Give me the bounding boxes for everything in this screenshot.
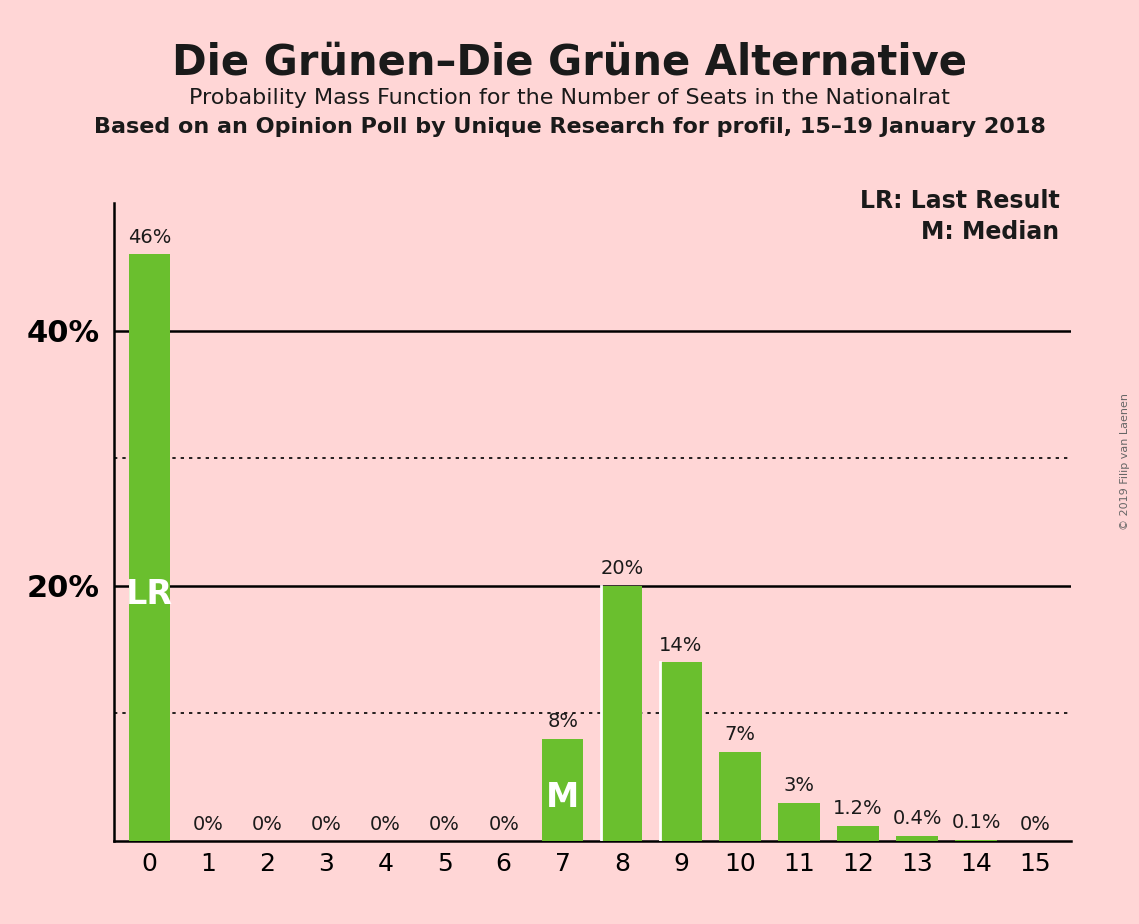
Text: Based on an Opinion Poll by Unique Research for profil, 15–19 January 2018: Based on an Opinion Poll by Unique Resea… bbox=[93, 117, 1046, 138]
Text: 0.4%: 0.4% bbox=[892, 809, 942, 828]
Text: 46%: 46% bbox=[128, 227, 171, 247]
Bar bbox=[129, 254, 170, 841]
Text: Die Grünen–Die Grüne Alternative: Die Grünen–Die Grüne Alternative bbox=[172, 42, 967, 83]
Text: LR: Last Result: LR: Last Result bbox=[860, 189, 1059, 213]
Text: LR: LR bbox=[125, 578, 173, 611]
Text: 8%: 8% bbox=[547, 712, 579, 731]
Text: M: Median: M: Median bbox=[921, 220, 1059, 244]
Text: 7%: 7% bbox=[724, 725, 755, 744]
Text: Probability Mass Function for the Number of Seats in the Nationalrat: Probability Mass Function for the Number… bbox=[189, 88, 950, 108]
Text: © 2019 Filip van Laenen: © 2019 Filip van Laenen bbox=[1121, 394, 1130, 530]
Text: 3%: 3% bbox=[784, 776, 814, 795]
Text: 20%: 20% bbox=[600, 559, 644, 578]
Bar bbox=[778, 803, 820, 841]
Bar bbox=[542, 739, 583, 841]
Text: M: M bbox=[546, 782, 580, 814]
Bar bbox=[661, 663, 702, 841]
Text: 1.2%: 1.2% bbox=[834, 799, 883, 818]
Bar bbox=[956, 840, 997, 841]
Text: 0%: 0% bbox=[370, 816, 401, 834]
Text: 0%: 0% bbox=[489, 816, 519, 834]
Bar bbox=[601, 586, 642, 841]
Bar bbox=[719, 751, 761, 841]
Text: 0%: 0% bbox=[252, 816, 282, 834]
Bar bbox=[896, 835, 937, 841]
Text: 0%: 0% bbox=[192, 816, 224, 834]
Bar bbox=[837, 825, 878, 841]
Text: 14%: 14% bbox=[659, 636, 703, 655]
Text: 0%: 0% bbox=[429, 816, 460, 834]
Text: 0%: 0% bbox=[1019, 816, 1050, 834]
Text: 0.1%: 0.1% bbox=[951, 813, 1001, 832]
Text: 0%: 0% bbox=[311, 816, 342, 834]
